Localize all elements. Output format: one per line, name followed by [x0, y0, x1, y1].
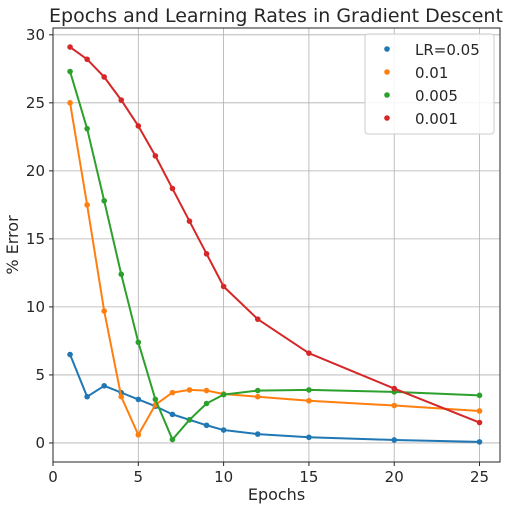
y-tick-label: 30: [26, 26, 45, 44]
data-point: [254, 316, 261, 322]
series-line: [69, 354, 480, 443]
legend-entry-label: LR=0.05: [415, 41, 480, 59]
legend: LR=0.05 0.01 0.005 0.001: [364, 33, 495, 135]
data-point: [101, 74, 107, 80]
data-point: [169, 411, 176, 418]
legend-marker: [384, 115, 390, 121]
series-2: [67, 68, 483, 443]
data-point: [391, 385, 398, 392]
data-point: [101, 383, 107, 389]
data-point: [476, 419, 483, 426]
series-layer: [67, 44, 483, 445]
legend-box: [364, 33, 495, 135]
data-point: [306, 387, 312, 393]
data-point: [186, 387, 193, 393]
legend-entry-label: 0.001: [415, 110, 458, 128]
legend-entry-label: 0.005: [415, 87, 458, 105]
data-point: [254, 393, 261, 400]
data-point: [306, 350, 312, 356]
x-tick-label: 15: [299, 468, 318, 486]
legend-marker: [384, 46, 390, 52]
series-3: [67, 44, 483, 426]
x-tick-label: 25: [470, 468, 489, 486]
data-point: [84, 125, 90, 132]
x-tick-label: 5: [134, 468, 144, 486]
data-point: [306, 434, 312, 441]
x-tick-label: 0: [48, 468, 58, 486]
data-point: [152, 153, 159, 159]
data-point: [186, 218, 193, 224]
data-point: [118, 393, 125, 400]
series-1: [67, 100, 483, 438]
data-point: [220, 391, 227, 398]
data-point: [203, 251, 210, 257]
y-tick-label: 25: [26, 94, 45, 112]
y-tick-label: 0: [35, 434, 45, 452]
data-point: [84, 202, 90, 208]
x-tick-label: 20: [385, 468, 404, 486]
legend-marker: [384, 69, 390, 75]
data-point: [135, 123, 142, 129]
chart-title: Epochs and Learning Rates in Gradient De…: [49, 5, 503, 27]
data-point: [169, 389, 176, 396]
x-tick-label: 10: [214, 468, 233, 486]
data-point: [135, 431, 142, 438]
legend-marker: [384, 92, 390, 98]
data-point: [391, 402, 398, 409]
data-point: [186, 417, 193, 423]
series-line: [69, 71, 480, 441]
data-point: [152, 396, 159, 403]
data-point: [101, 197, 107, 204]
data-point: [476, 408, 483, 414]
data-point: [203, 400, 210, 407]
data-point: [118, 97, 125, 103]
y-tick-label: 15: [26, 230, 45, 248]
data-point: [169, 436, 176, 443]
data-point: [118, 271, 125, 278]
data-point: [220, 427, 227, 433]
data-point: [391, 437, 398, 443]
data-point: [203, 387, 210, 394]
y-tick-label: 5: [35, 366, 45, 384]
plot-frame: [52, 27, 501, 463]
x-axis-label: Epochs: [248, 485, 305, 504]
data-point: [169, 185, 176, 192]
data-point: [476, 439, 483, 445]
legend-entry-label: 0.01: [415, 64, 448, 82]
data-point: [135, 339, 142, 346]
data-point: [67, 351, 73, 358]
series-line: [69, 46, 480, 424]
data-point: [84, 56, 90, 63]
series-line: [69, 102, 480, 436]
data-point: [203, 422, 210, 429]
data-point: [476, 392, 483, 399]
data-point: [306, 397, 312, 404]
y-tick-label: 10: [26, 298, 45, 316]
y-axis-label: % Error: [3, 215, 22, 275]
y-tick-label: 20: [26, 162, 45, 180]
data-point: [67, 100, 73, 106]
data-point: [254, 387, 261, 394]
data-point: [101, 308, 107, 314]
data-point: [67, 44, 73, 50]
data-point: [67, 68, 73, 75]
data-point: [220, 283, 227, 290]
data-point: [135, 396, 142, 403]
data-point: [254, 431, 261, 437]
data-point: [84, 393, 90, 400]
axis-ticks: 0 5 10 15 20 25 0 5 10 15 20 25 30: [26, 26, 489, 486]
